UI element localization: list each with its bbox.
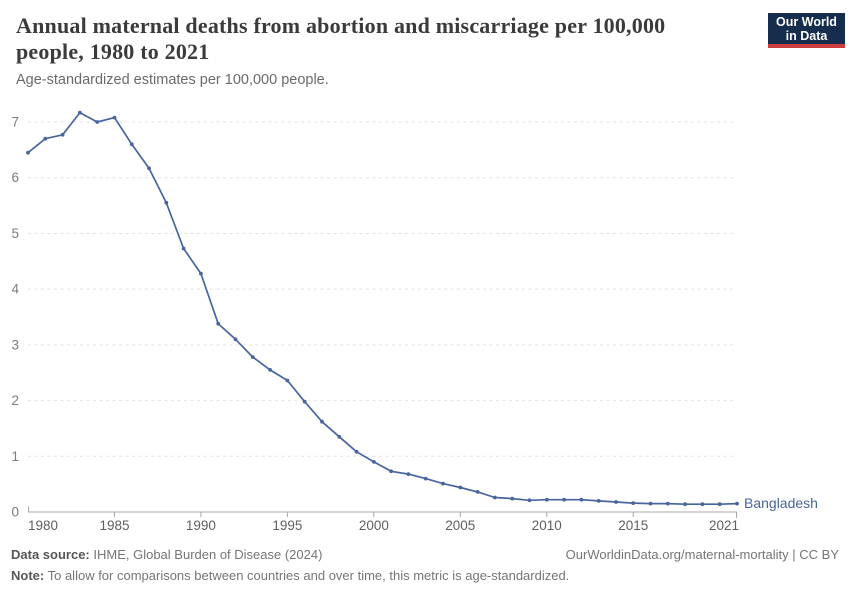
data-point-bangladesh-1989 <box>181 246 186 251</box>
owid-logo[interactable]: Our World in Data <box>768 13 845 48</box>
data-point-bangladesh-1998 <box>337 434 342 439</box>
data-source-label: Data source: <box>11 547 90 562</box>
data-point-bangladesh-2018 <box>683 502 687 507</box>
data-point-bangladesh-1984 <box>95 120 100 124</box>
data-point-bangladesh-2011 <box>562 497 566 502</box>
chart-subtitle: Age-standardized estimates per 100,000 p… <box>16 72 329 88</box>
y-axis-label-7: 7 <box>11 115 19 130</box>
data-point-bangladesh-1980 <box>26 150 30 155</box>
data-point-bangladesh-2015 <box>631 501 636 505</box>
data-point-bangladesh-1985 <box>112 115 117 120</box>
line-chart-canvas: 0 1 2 3 4 5 6 7 1980 1985 1990 1995 2000 2005 2010 2015… <box>11 110 818 533</box>
data-point-bangladesh-2005 <box>458 485 463 490</box>
note-text: To allow for comparisons between countri… <box>47 568 570 583</box>
y-axis-label-0: 0 <box>11 505 19 520</box>
y-axis-label-5: 5 <box>11 226 19 241</box>
data-point-bangladesh-1995 <box>285 378 290 383</box>
data-point-bangladesh-2020 <box>717 502 722 507</box>
data-point-bangladesh-2017 <box>665 501 670 506</box>
data-point-bangladesh-1990 <box>199 271 203 276</box>
data-point-bangladesh-2014 <box>614 500 618 504</box>
data-point-bangladesh-1994 <box>268 368 272 372</box>
x-axis-label-2015: 2015 <box>618 518 648 533</box>
data-point-bangladesh-2012 <box>579 497 584 502</box>
data-point-bangladesh-2010 <box>544 497 549 502</box>
x-axis-label-2005: 2005 <box>445 518 475 533</box>
owid-logo-line-1: Our World <box>776 14 837 29</box>
data-point-bangladesh-2009 <box>527 498 532 503</box>
data-point-bangladesh-2013 <box>596 499 601 503</box>
data-point-bangladesh-1987 <box>147 166 151 171</box>
series-line-bangladesh <box>27 111 738 506</box>
data-point-bangladesh-2000 <box>372 460 376 464</box>
note-label: Note: <box>11 568 45 583</box>
x-axis-label-1980: 1980 <box>28 518 58 533</box>
data-point-bangladesh-2006 <box>475 490 480 494</box>
x-axis-label-2000: 2000 <box>359 518 389 533</box>
data-point-bangladesh-2019 <box>700 502 705 507</box>
owid-url-link[interactable]: OurWorldinData.org/maternal-mortality | … <box>565 547 839 562</box>
data-source-text: IHME, Global Burden of Disease (2024) <box>93 547 323 562</box>
x-axis-label-2010: 2010 <box>532 518 562 533</box>
data-point-bangladesh-2002 <box>406 472 411 476</box>
data-point-bangladesh-1997 <box>320 419 324 424</box>
data-point-bangladesh-1991 <box>216 321 221 326</box>
data-point-bangladesh-2016 <box>648 501 653 506</box>
chart-note: Note: To allow for comparisons between c… <box>11 566 839 586</box>
data-source: Data source: IHME, Global Burden of Dise… <box>11 545 322 565</box>
x-axis-label-1995: 1995 <box>272 518 302 533</box>
chart-title-line-2: people, 1980 to 2021 <box>16 39 210 64</box>
data-point-bangladesh-1982 <box>60 132 65 137</box>
y-axis-label-6: 6 <box>11 170 19 185</box>
owid-logo-line-2: in Data <box>785 28 828 43</box>
y-axis-label-4: 4 <box>11 282 19 297</box>
data-point-bangladesh-1992 <box>233 337 238 342</box>
data-point-bangladesh-1988 <box>164 200 169 205</box>
series-label-bangladesh[interactable]: Bangladesh <box>744 495 818 511</box>
y-axis-label-1: 1 <box>11 449 19 464</box>
data-point-bangladesh-1981 <box>43 136 48 141</box>
data-point-bangladesh-2004 <box>441 481 445 486</box>
data-point-bangladesh-1983 <box>78 110 82 115</box>
line-chart-area: 0 1 2 3 4 5 6 7 1980 1985 1990 1995 2000 2005 2010 2015… <box>0 100 850 545</box>
y-axis-label-3: 3 <box>11 337 19 352</box>
chart-title: Annual maternal deaths from abortion and… <box>16 13 665 65</box>
x-axis-label-1990: 1990 <box>186 518 216 533</box>
chart-title-line-1: Annual maternal deaths from abortion and… <box>16 13 666 38</box>
x-axis-label-2021: 2021 <box>709 518 739 533</box>
data-point-bangladesh-1996 <box>302 399 307 404</box>
data-point-bangladesh-2008 <box>510 496 515 501</box>
data-point-bangladesh-1993 <box>250 355 255 359</box>
x-axis-label-1985: 1985 <box>99 518 129 533</box>
data-point-bangladesh-2001 <box>389 469 393 474</box>
chart-footer: Data source: IHME, Global Burden of Dise… <box>11 545 839 586</box>
y-axis-label-2: 2 <box>11 393 19 408</box>
data-point-bangladesh-1986 <box>129 142 134 147</box>
data-point-bangladesh-2007 <box>493 495 497 500</box>
data-point-bangladesh-1999 <box>354 449 359 454</box>
data-point-bangladesh-2003 <box>423 476 428 481</box>
data-point-bangladesh-2021 <box>735 501 739 506</box>
